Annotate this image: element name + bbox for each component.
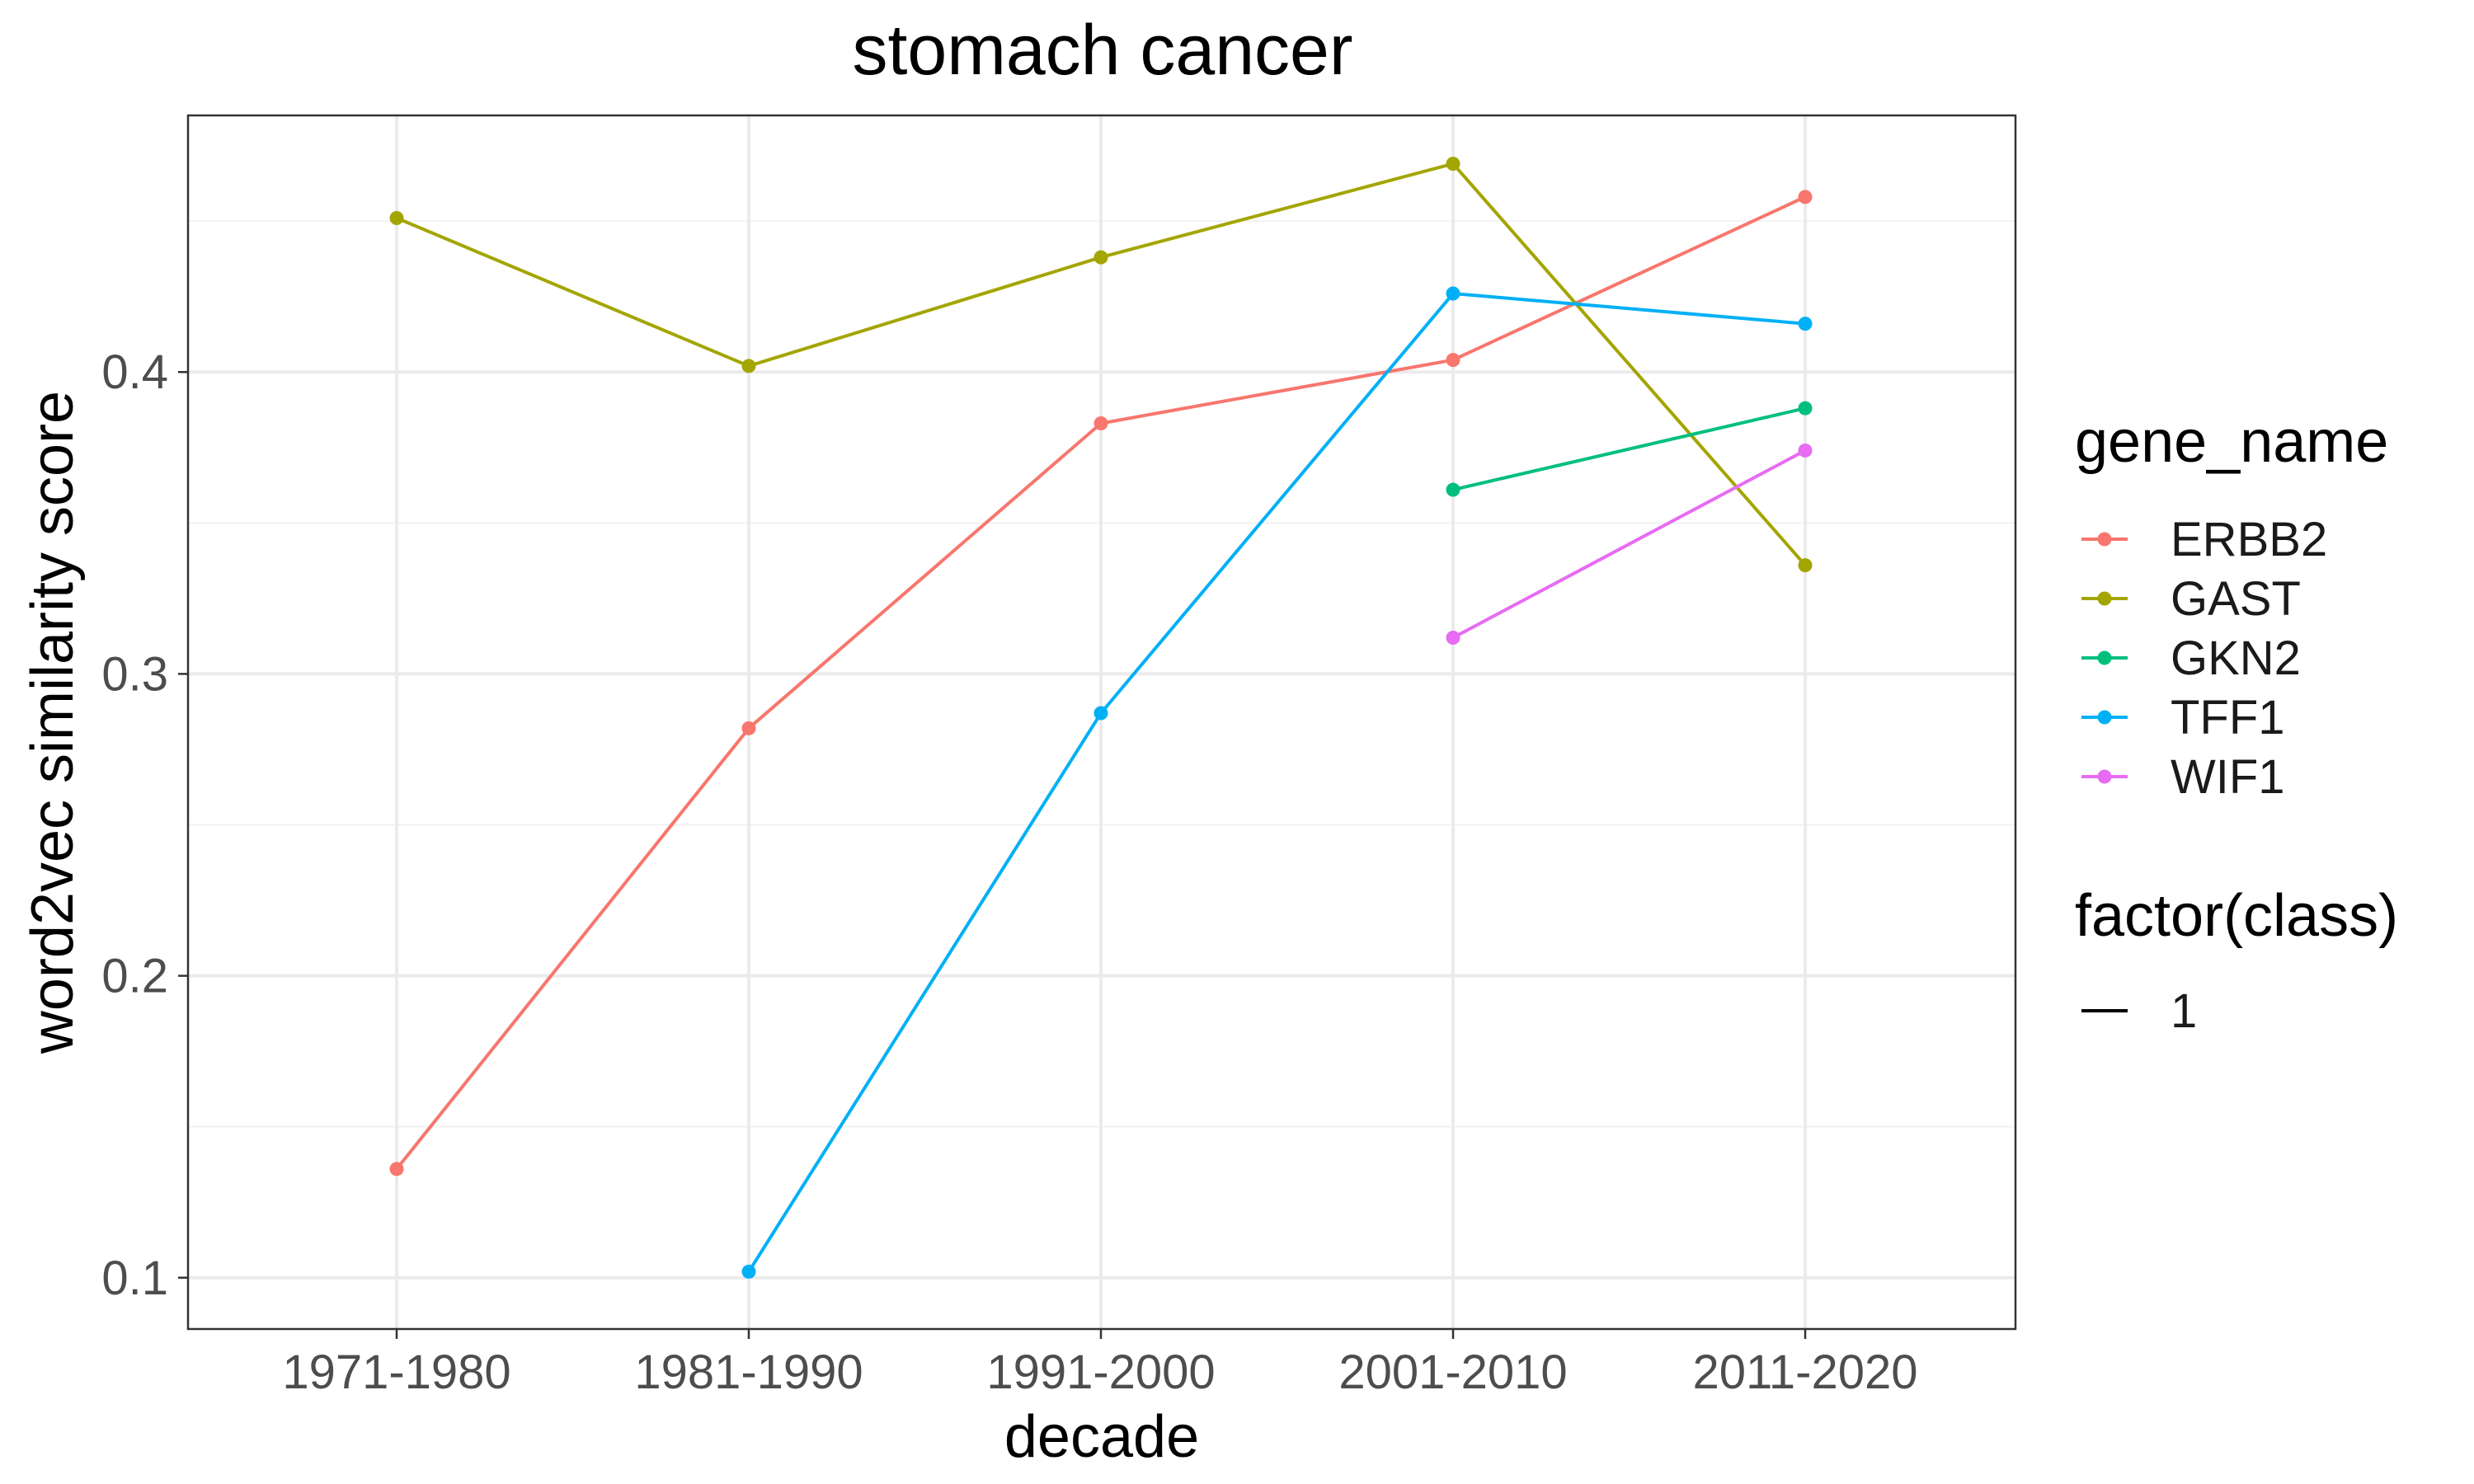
data-point-gast [389, 210, 404, 225]
legend-factor-class: factor(class) 1 [2075, 883, 2398, 1038]
y-tick-label: 0.2 [101, 950, 168, 1003]
y-tick-label: 0.3 [101, 647, 168, 701]
series-line-gkn2 [1452, 406, 1806, 491]
series-gast [389, 157, 1813, 573]
series-wif1 [1446, 443, 1813, 645]
x-tick-label: 1971-1980 [282, 1345, 510, 1399]
legend-label-gkn2: GKN2 [2171, 632, 2301, 685]
x-axis: 1971-1980 1981-1990 1991-2000 2001-2010 2011… [282, 1329, 1918, 1399]
data-point-gast [1094, 250, 1108, 265]
data-point-erbb2 [1094, 416, 1108, 430]
data-point-gast [741, 359, 756, 373]
x-tick-label: 2001-2010 [1338, 1345, 1567, 1399]
data-point-tff1 [1798, 317, 1813, 331]
legend-key-point [2097, 532, 2112, 547]
legend-gene-title: gene_name [2075, 409, 2388, 475]
y-axis: 0.1 0.2 0.3 0.4 [101, 345, 188, 1305]
legend-class-title: factor(class) [2075, 883, 2398, 949]
legend-label-wif1: WIF1 [2171, 750, 2285, 804]
y-axis-title: word2vec similarity score [20, 391, 86, 1054]
series-line-tff1 [747, 291, 1806, 1273]
legend-label-erbb2: ERBB2 [2171, 513, 2327, 566]
data-point-tff1 [1094, 706, 1108, 721]
y-tick-label: 0.1 [101, 1252, 168, 1305]
legend-key-point [2097, 769, 2112, 784]
series-layer [389, 157, 1813, 1279]
legend-class-label: 1 [2171, 984, 2197, 1038]
data-point-tff1 [741, 1264, 756, 1279]
x-tick-label: 1991-2000 [986, 1345, 1215, 1399]
data-point-erbb2 [1446, 353, 1460, 368]
x-axis-title: decade [1004, 1404, 1199, 1470]
data-point-gkn2 [1446, 482, 1460, 497]
legend-key-point [2097, 710, 2112, 725]
data-point-gast [1446, 157, 1460, 171]
data-point-wif1 [1798, 443, 1813, 458]
series-tff1 [741, 286, 1813, 1279]
y-tick-label: 0.4 [101, 345, 168, 399]
legend-label-gast: GAST [2171, 572, 2301, 626]
x-tick-label: 1981-1990 [634, 1345, 863, 1399]
data-point-wif1 [1446, 630, 1460, 645]
data-point-erbb2 [1798, 190, 1813, 204]
legend-key-point [2097, 650, 2112, 665]
data-point-erbb2 [741, 721, 756, 735]
series-erbb2 [389, 190, 1813, 1176]
data-point-tff1 [1446, 286, 1460, 301]
legend-key-point [2097, 591, 2112, 606]
series-line-wif1 [1452, 448, 1806, 640]
series-gkn2 [1446, 401, 1813, 497]
legend-gene-name: gene_name ERBB2 GAST GKN2 TFF1 WIF1 [2075, 409, 2388, 804]
x-tick-label: 2011-2020 [1692, 1345, 1917, 1399]
data-point-gkn2 [1798, 401, 1813, 416]
data-point-erbb2 [389, 1162, 404, 1176]
legend-label-tff1: TFF1 [2171, 691, 2285, 744]
chart-title: stomach cancer [852, 11, 1352, 90]
data-point-gast [1798, 558, 1813, 573]
